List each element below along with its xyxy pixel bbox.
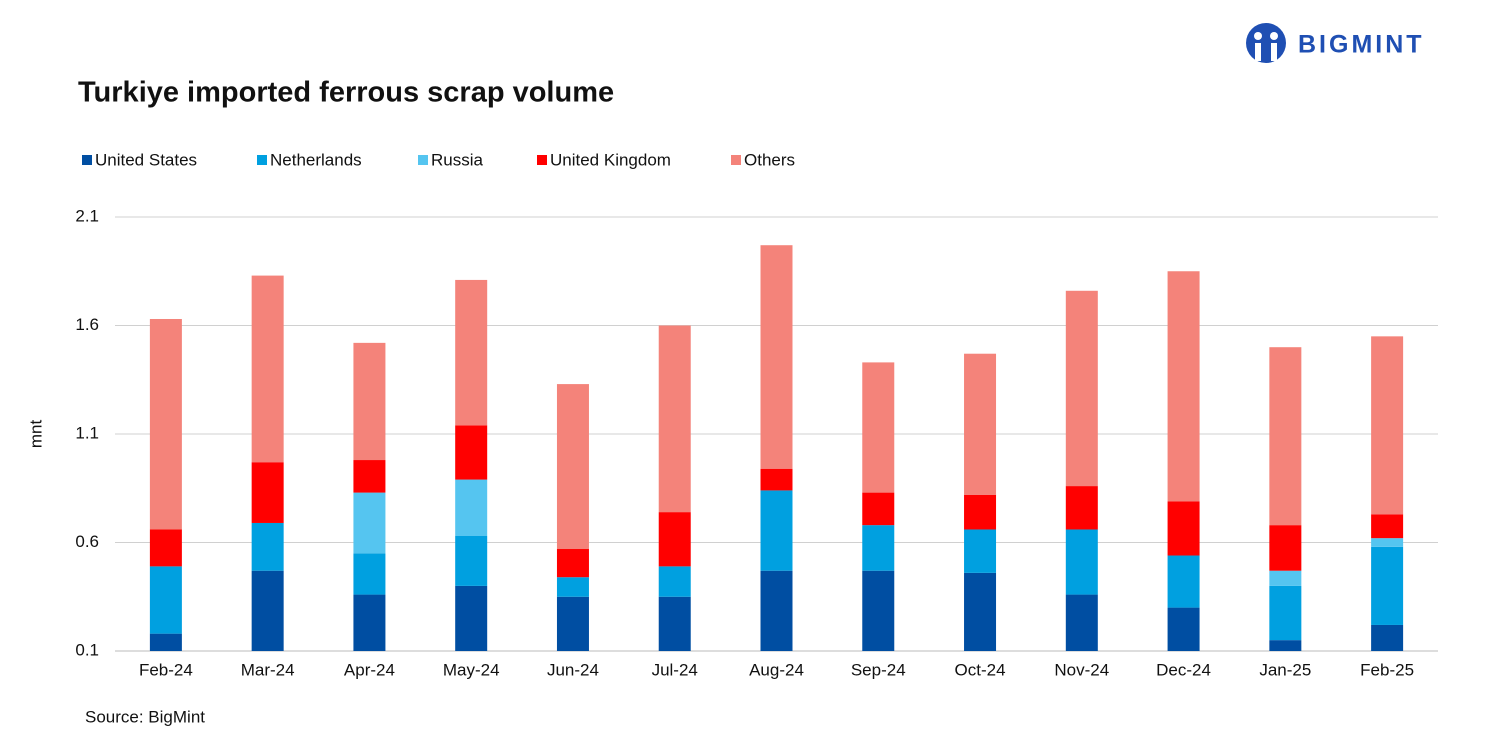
bar-segment	[862, 362, 895, 493]
bar-segment	[1269, 570, 1302, 586]
logo-text: BIGMINT	[1298, 31, 1425, 59]
bar-segment	[353, 553, 386, 595]
bar-segment	[149, 566, 182, 634]
bar-segment	[1269, 585, 1302, 641]
legend-swatch	[257, 155, 267, 165]
legend-swatch	[418, 155, 428, 165]
bar-segment	[1167, 271, 1200, 502]
bar-segment	[455, 279, 488, 426]
bar-segment	[964, 529, 997, 573]
bar-segment	[1371, 546, 1404, 625]
x-tick-label: Mar-24	[241, 660, 295, 679]
x-tick-label: May-24	[443, 660, 500, 679]
bar-segment	[455, 535, 488, 586]
bar-segment	[964, 494, 997, 530]
bar-segment	[760, 468, 793, 491]
logo: BIGMINT	[1246, 23, 1425, 63]
bar-segment	[862, 570, 895, 651]
bar-segment	[1167, 555, 1200, 608]
y-tick-label: 1.6	[75, 315, 99, 334]
bar-segment	[556, 596, 589, 651]
bar-segment	[1065, 594, 1098, 651]
logo-icon	[1271, 43, 1277, 61]
bar-segment	[455, 585, 488, 651]
bar-segment	[556, 549, 589, 578]
x-tick-label: Aug-24	[749, 660, 804, 679]
bar-segment	[658, 512, 691, 567]
bar-segment	[455, 479, 488, 536]
bar-segment	[1371, 336, 1404, 515]
x-tick-label: Feb-25	[1360, 660, 1414, 679]
bar-segment	[964, 353, 997, 495]
x-tick-label: Apr-24	[344, 660, 395, 679]
logo-icon	[1254, 32, 1262, 40]
bar-segment	[1167, 607, 1200, 651]
legend-label: Netherlands	[270, 150, 362, 169]
bar-segment	[1065, 290, 1098, 487]
y-tick-label: 1.1	[75, 423, 99, 442]
bar-segment	[658, 566, 691, 597]
x-tick-label: Oct-24	[955, 660, 1006, 679]
bar-segment	[760, 570, 793, 651]
bar-segment	[1167, 501, 1200, 556]
bar-segment	[455, 425, 488, 480]
bar-segment	[251, 275, 284, 463]
y-tick-label: 0.6	[75, 532, 99, 551]
legend-swatch	[731, 155, 741, 165]
bar-segment	[862, 492, 895, 526]
legend-label: United States	[95, 150, 197, 169]
source: Source: BigMint	[85, 707, 205, 726]
bar-segment	[149, 529, 182, 567]
x-tick-label: Sep-24	[851, 660, 906, 679]
bar-segment	[556, 384, 589, 550]
bar-segment	[251, 522, 284, 571]
bar-segment	[1371, 538, 1404, 547]
x-tick-label: Nov-24	[1054, 660, 1109, 679]
bar-segment	[353, 492, 386, 554]
bar-segment	[760, 490, 793, 571]
bar-segment	[658, 596, 691, 651]
x-tick-label: Jan-25	[1259, 660, 1311, 679]
x-tick-label: Jul-24	[652, 660, 698, 679]
bar-segment	[1371, 514, 1404, 539]
logo-icon	[1246, 23, 1286, 63]
bar-segment	[353, 594, 386, 651]
bar-segment	[1269, 347, 1302, 526]
bar-segment	[862, 525, 895, 571]
bar-segment	[1371, 624, 1404, 651]
legend-label: Others	[744, 150, 795, 169]
legend-swatch	[537, 155, 547, 165]
legend-swatch	[82, 155, 92, 165]
bar-segment	[1269, 640, 1302, 651]
bar-segment	[1065, 529, 1098, 595]
x-tick-label: Feb-24	[139, 660, 193, 679]
bar-segment	[1269, 525, 1302, 571]
y-tick-label: 0.1	[75, 640, 99, 659]
chart-title: Turkiye imported ferrous scrap volume	[78, 77, 614, 109]
y-axis-label: mnt	[26, 420, 45, 449]
bar-segment	[251, 570, 284, 651]
x-tick-label: Jun-24	[547, 660, 599, 679]
bar-segment	[149, 318, 182, 530]
bar-segment	[353, 460, 386, 493]
legend-label: Russia	[431, 150, 484, 169]
logo-icon	[1255, 43, 1261, 61]
legend-label: United Kingdom	[550, 150, 671, 169]
bar-segment	[964, 572, 997, 651]
bar-segment	[760, 245, 793, 469]
y-tick-label: 2.1	[75, 206, 99, 225]
bar-segment	[556, 577, 589, 597]
bar-segment	[149, 633, 182, 651]
logo-icon	[1270, 32, 1278, 40]
bar-segment	[353, 342, 386, 461]
bar-segment	[658, 325, 691, 513]
bar-segment	[251, 462, 284, 523]
x-tick-label: Dec-24	[1156, 660, 1211, 679]
bar-segment	[1065, 486, 1098, 530]
